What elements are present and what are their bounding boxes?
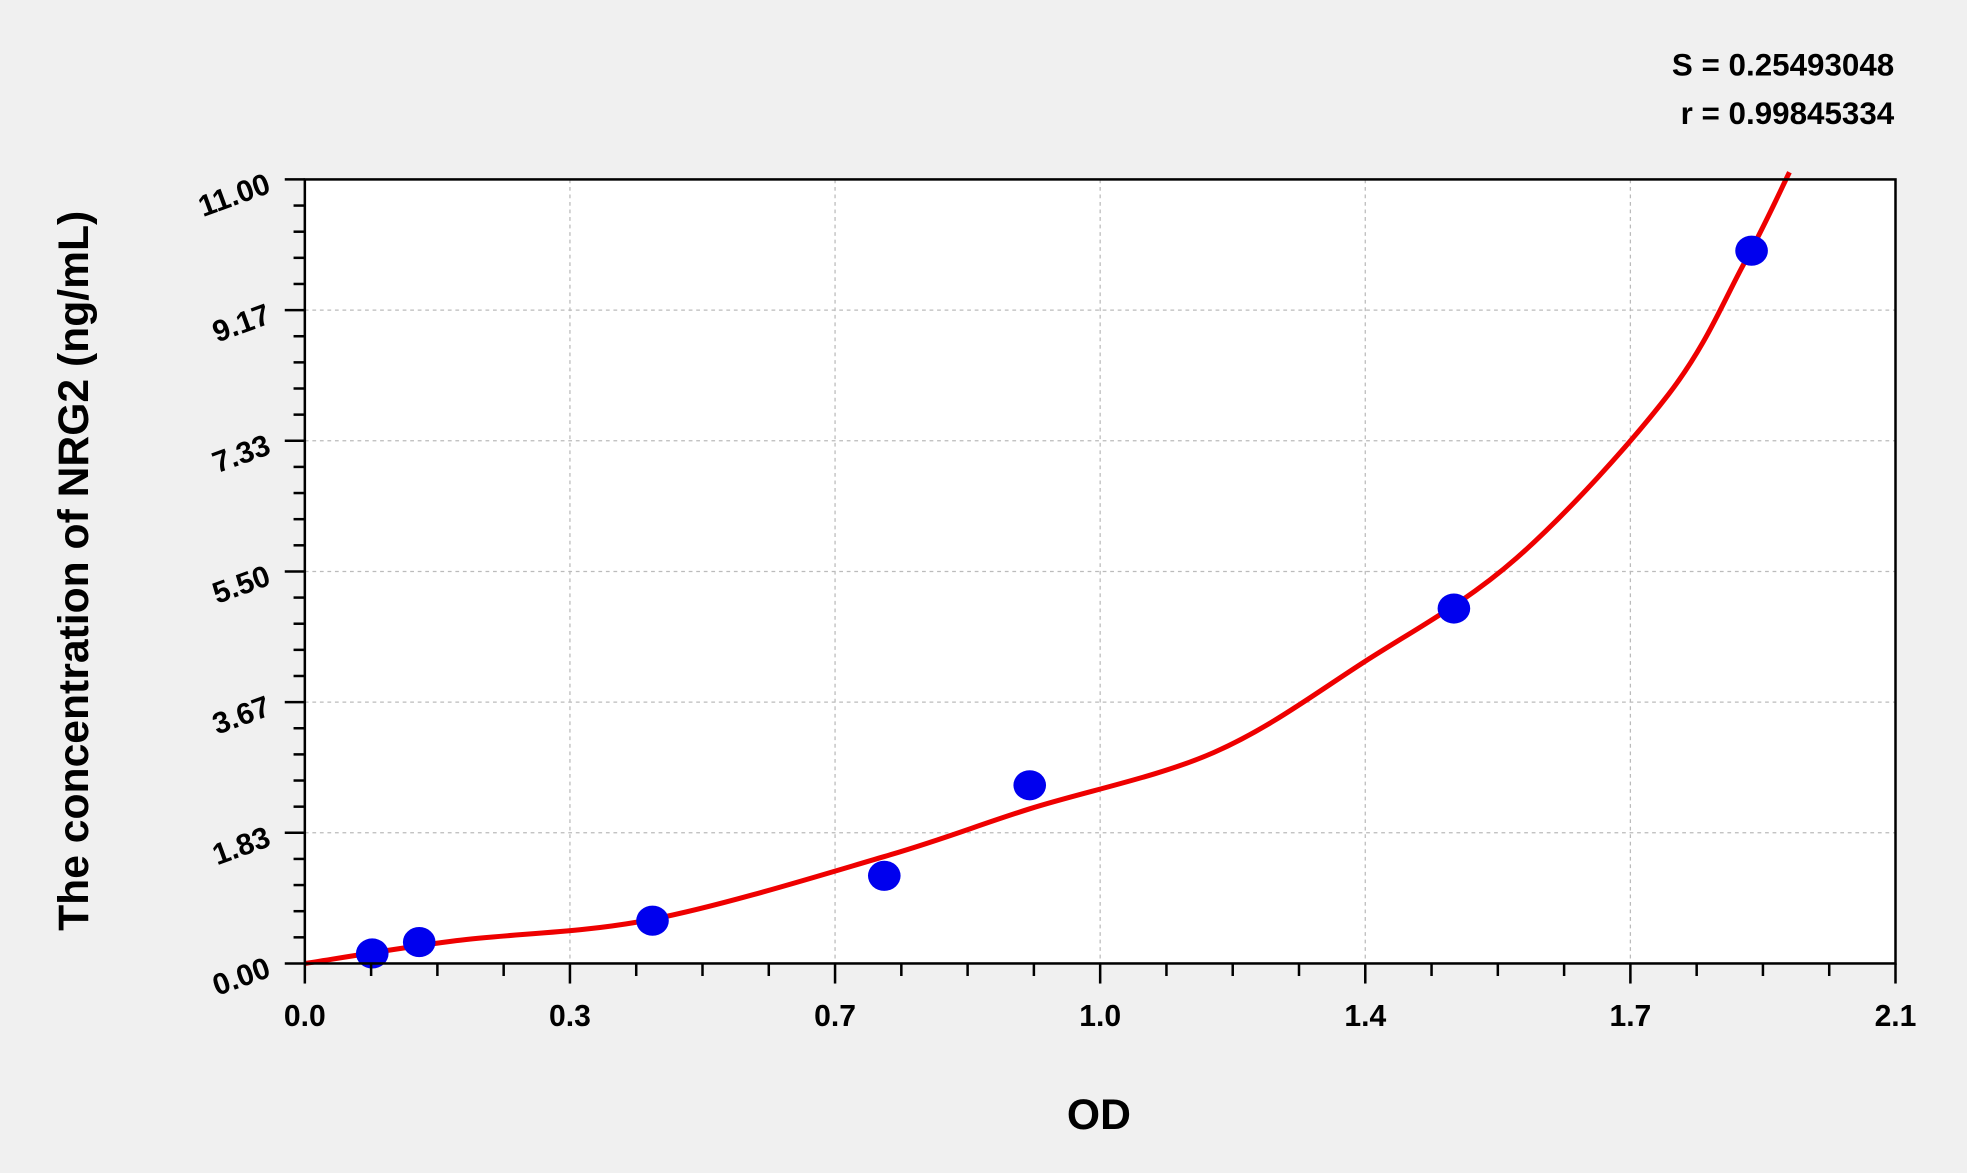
annotation-r: r = 0.99845334 [1681,96,1895,131]
x-tick-label: 1.4 [1344,1000,1386,1033]
fit-curve-line [304,171,1792,966]
x-tick-label: 0.3 [549,1000,591,1033]
data-point [867,860,901,891]
x-tick-label: 1.0 [1079,1000,1121,1033]
annotation-s: S = 0.25493048 [1672,47,1894,82]
x-tick-label: 1.7 [1609,1000,1651,1033]
y-axis-label: The concentration of NRG2 (ng/mL) [50,211,98,931]
x-tick-label: 0.7 [814,1000,856,1033]
data-point [402,927,436,958]
fit-curve-group [304,171,1792,966]
x-tick-label: 0.0 [284,1000,326,1033]
x-axis-label: OD [1067,1091,1131,1139]
data-point [1437,593,1471,624]
data-point [1013,770,1047,801]
data-point [355,938,389,969]
x-tick-label: 2.1 [1875,1000,1917,1033]
data-point [636,905,669,936]
data-points-group [355,235,1768,969]
data-point [1735,235,1768,266]
